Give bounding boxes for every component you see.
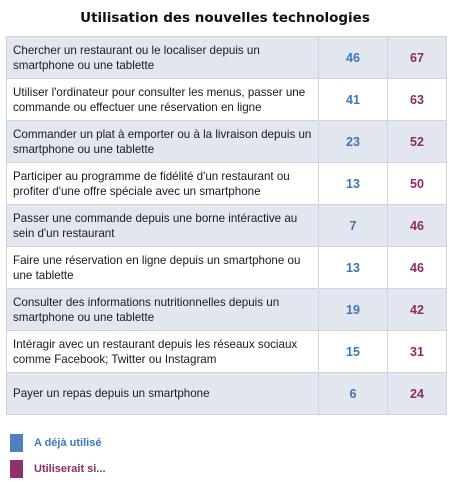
value-would: 50 [387,162,447,205]
row-label: Consulter des informations nutritionnell… [6,288,319,331]
value-used: 23 [318,120,388,163]
row-label: Commander un plat à emporter ou à la liv… [6,120,319,163]
row-label: Participer au programme de fidélité d'un… [6,162,319,205]
value-would: 67 [387,36,447,79]
row-label: Intéragir avec un restaurant depuis les … [6,330,319,373]
legend-label-would: Utiliserait si... [34,463,106,475]
value-used: 19 [318,288,388,331]
value-used: 15 [318,330,388,373]
table-row: Consulter des informations nutritionnell… [6,288,447,331]
value-would: 63 [387,78,447,121]
table-row: Chercher un restaurant ou le localiser d… [6,36,447,79]
row-label: Chercher un restaurant ou le localiser d… [6,36,319,79]
row-label: Passer une commande depuis une borne int… [6,204,319,247]
value-would: 31 [387,330,447,373]
value-used: 13 [318,246,388,289]
row-label: Utiliser l'ordinateur pour consulter les… [6,78,319,121]
table-row: Commander un plat à emporter ou à la liv… [6,120,447,163]
legend-swatch-used [10,434,23,452]
legend-label-used: A déjà utilisé [34,437,102,449]
legend-item-used: A déjà utilisé [10,434,101,452]
row-label: Payer un repas depuis un smartphone [6,372,319,415]
value-would: 46 [387,246,447,289]
legend-swatch-would [10,460,23,478]
legend-item-would: Utiliserait si... [10,460,106,478]
data-table: Chercher un restaurant ou le localiser d… [6,36,447,415]
value-used: 6 [318,372,388,415]
value-would: 42 [387,288,447,331]
chart-title: Utilisation des nouvelles technologies [80,10,370,26]
value-used: 46 [318,36,388,79]
value-would: 46 [387,204,447,247]
value-would: 24 [387,372,447,415]
row-label: Faire une réservation en ligne depuis un… [6,246,319,289]
value-used: 7 [318,204,388,247]
value-would: 52 [387,120,447,163]
value-used: 41 [318,78,388,121]
table-row: Faire une réservation en ligne depuis un… [6,246,447,289]
table-row: Payer un repas depuis un smartphone 6 24 [6,372,447,415]
value-used: 13 [318,162,388,205]
table-row: Intéragir avec un restaurant depuis les … [6,330,447,373]
table-row: Passer une commande depuis une borne int… [6,204,447,247]
table-row: Utiliser l'ordinateur pour consulter les… [6,78,447,121]
table-row: Participer au programme de fidélité d'un… [6,162,447,205]
